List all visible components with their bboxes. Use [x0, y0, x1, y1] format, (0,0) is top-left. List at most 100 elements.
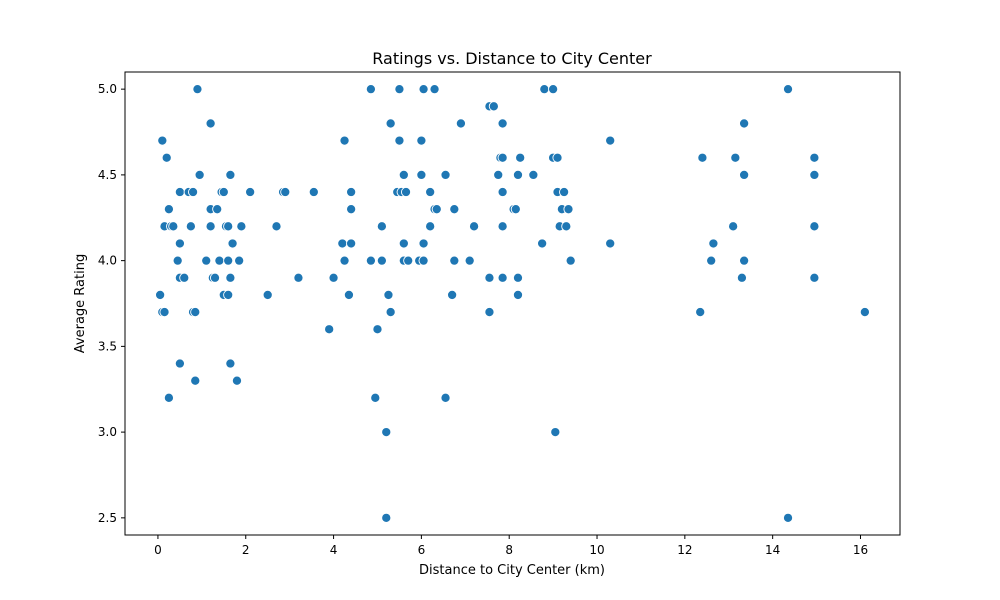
- data-point: [739, 255, 750, 266]
- data-point: [418, 255, 429, 266]
- data-point: [418, 238, 429, 249]
- x-axis-ticks: 0 2 4 6 8 10 12 14 16: [154, 535, 868, 557]
- data-point: [174, 358, 185, 369]
- data-point: [400, 186, 412, 198]
- data-point: [225, 272, 236, 283]
- data-point: [381, 512, 392, 523]
- data-point: [537, 238, 548, 249]
- x-tick-label: 0: [154, 543, 162, 557]
- data-point: [510, 204, 521, 215]
- data-point: [194, 169, 205, 180]
- data-point: [563, 204, 574, 215]
- data-point: [190, 307, 201, 318]
- data-point: [157, 135, 168, 146]
- data-point: [708, 238, 719, 249]
- data-point: [469, 221, 480, 232]
- data-point: [234, 255, 245, 266]
- y-axis-ticks: 2.5 3.0 3.5 4.0 4.5 5.0: [98, 82, 125, 525]
- data-point: [559, 186, 570, 198]
- data-point: [155, 289, 166, 300]
- data-point: [497, 118, 508, 129]
- data-point: [539, 84, 550, 95]
- data-point: [205, 118, 216, 129]
- data-point: [561, 221, 572, 232]
- y-tick-label: 4.0: [98, 254, 117, 268]
- x-tick-label: 6: [418, 543, 426, 557]
- data-point: [809, 152, 820, 163]
- data-point: [497, 186, 508, 198]
- data-point: [730, 152, 741, 163]
- x-tick-label: 16: [853, 543, 868, 557]
- x-tick-label: 8: [505, 543, 513, 557]
- data-point: [214, 255, 225, 266]
- data-point: [376, 255, 387, 266]
- data-point: [552, 152, 563, 163]
- x-tick-label: 2: [242, 543, 250, 557]
- data-point: [163, 392, 174, 403]
- data-point: [163, 204, 174, 215]
- data-point: [346, 204, 357, 215]
- data-point: [372, 324, 383, 335]
- data-point: [528, 169, 539, 180]
- data-point: [484, 307, 495, 318]
- data-point: [383, 289, 394, 300]
- data-point: [739, 169, 750, 180]
- data-point: [245, 186, 256, 198]
- data-point: [484, 272, 495, 283]
- data-point: [337, 238, 348, 249]
- y-tick-label: 2.5: [98, 511, 117, 525]
- data-point: [346, 238, 357, 249]
- data-point: [493, 169, 504, 180]
- data-point: [188, 186, 199, 198]
- data-point: [449, 255, 460, 266]
- data-point: [605, 238, 616, 249]
- data-point: [809, 272, 820, 283]
- data-point: [706, 255, 717, 266]
- data-point: [736, 272, 747, 283]
- data-point: [174, 186, 185, 198]
- data-point: [192, 84, 203, 95]
- x-axis-label: Distance to City Center (km): [419, 563, 605, 578]
- data-point: [418, 84, 429, 95]
- x-tick-label: 14: [765, 543, 780, 557]
- data-point: [174, 238, 185, 249]
- data-point: [343, 289, 354, 300]
- data-point: [440, 392, 451, 403]
- y-tick-label: 4.5: [98, 168, 117, 182]
- data-point: [365, 84, 376, 95]
- data-point: [339, 255, 350, 266]
- data-point: [565, 255, 576, 266]
- y-tick-label: 3.5: [98, 339, 117, 353]
- data-point: [179, 272, 190, 283]
- data-point: [328, 272, 339, 283]
- data-point: [455, 118, 466, 129]
- data-point: [225, 358, 236, 369]
- data-point: [394, 84, 405, 95]
- data-point: [227, 238, 238, 249]
- data-point: [376, 221, 387, 232]
- data-point: [370, 392, 381, 403]
- data-point: [209, 272, 221, 283]
- data-point: [512, 272, 524, 283]
- data-point: [236, 221, 247, 232]
- data-point: [262, 289, 273, 300]
- plot-area-frame: [124, 71, 901, 536]
- data-point: [394, 135, 405, 146]
- data-point: [440, 169, 451, 180]
- data-point: [185, 221, 196, 232]
- data-point: [782, 84, 794, 95]
- data-point: [550, 427, 561, 438]
- data-point: [172, 255, 183, 266]
- y-tick-label: 5.0: [98, 82, 117, 96]
- data-point: [429, 84, 440, 95]
- data-point: [190, 375, 201, 386]
- data-point: [497, 272, 508, 283]
- chart-title: Ratings vs. Distance to City Center: [372, 49, 652, 68]
- data-point: [488, 101, 499, 112]
- data-point: [497, 221, 508, 232]
- data-point: [416, 169, 427, 180]
- data-point: [159, 307, 170, 318]
- data-point: [416, 135, 427, 146]
- x-tick-label: 10: [589, 543, 604, 557]
